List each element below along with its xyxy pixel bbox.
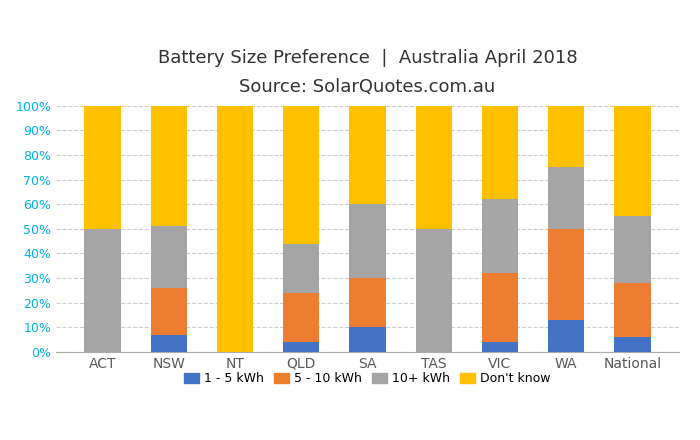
- Bar: [283, 342, 319, 352]
- Bar: [283, 244, 319, 293]
- Bar: [349, 278, 386, 327]
- Bar: [84, 229, 121, 352]
- Title: Battery Size Preference  |  Australia April 2018
Source: SolarQuotes.com.au: Battery Size Preference | Australia Apri…: [158, 48, 578, 96]
- Bar: [349, 106, 386, 204]
- Bar: [150, 226, 187, 288]
- Legend: 1 - 5 kWh, 5 - 10 kWh, 10+ kWh, Don't know: 1 - 5 kWh, 5 - 10 kWh, 10+ kWh, Don't kn…: [179, 367, 556, 390]
- Bar: [614, 216, 651, 283]
- Bar: [548, 229, 584, 320]
- Bar: [548, 106, 584, 167]
- Bar: [283, 293, 319, 342]
- Bar: [416, 229, 452, 352]
- Bar: [614, 283, 651, 337]
- Bar: [548, 320, 584, 352]
- Bar: [349, 327, 386, 352]
- Bar: [416, 106, 452, 229]
- Bar: [482, 273, 518, 342]
- Bar: [482, 106, 518, 199]
- Bar: [548, 167, 584, 229]
- Bar: [217, 106, 253, 352]
- Bar: [84, 106, 121, 229]
- Bar: [614, 106, 651, 216]
- Bar: [150, 288, 187, 335]
- Bar: [150, 335, 187, 352]
- Bar: [614, 337, 651, 352]
- Bar: [283, 106, 319, 244]
- Bar: [482, 199, 518, 273]
- Bar: [150, 106, 187, 226]
- Bar: [482, 342, 518, 352]
- Bar: [349, 204, 386, 278]
